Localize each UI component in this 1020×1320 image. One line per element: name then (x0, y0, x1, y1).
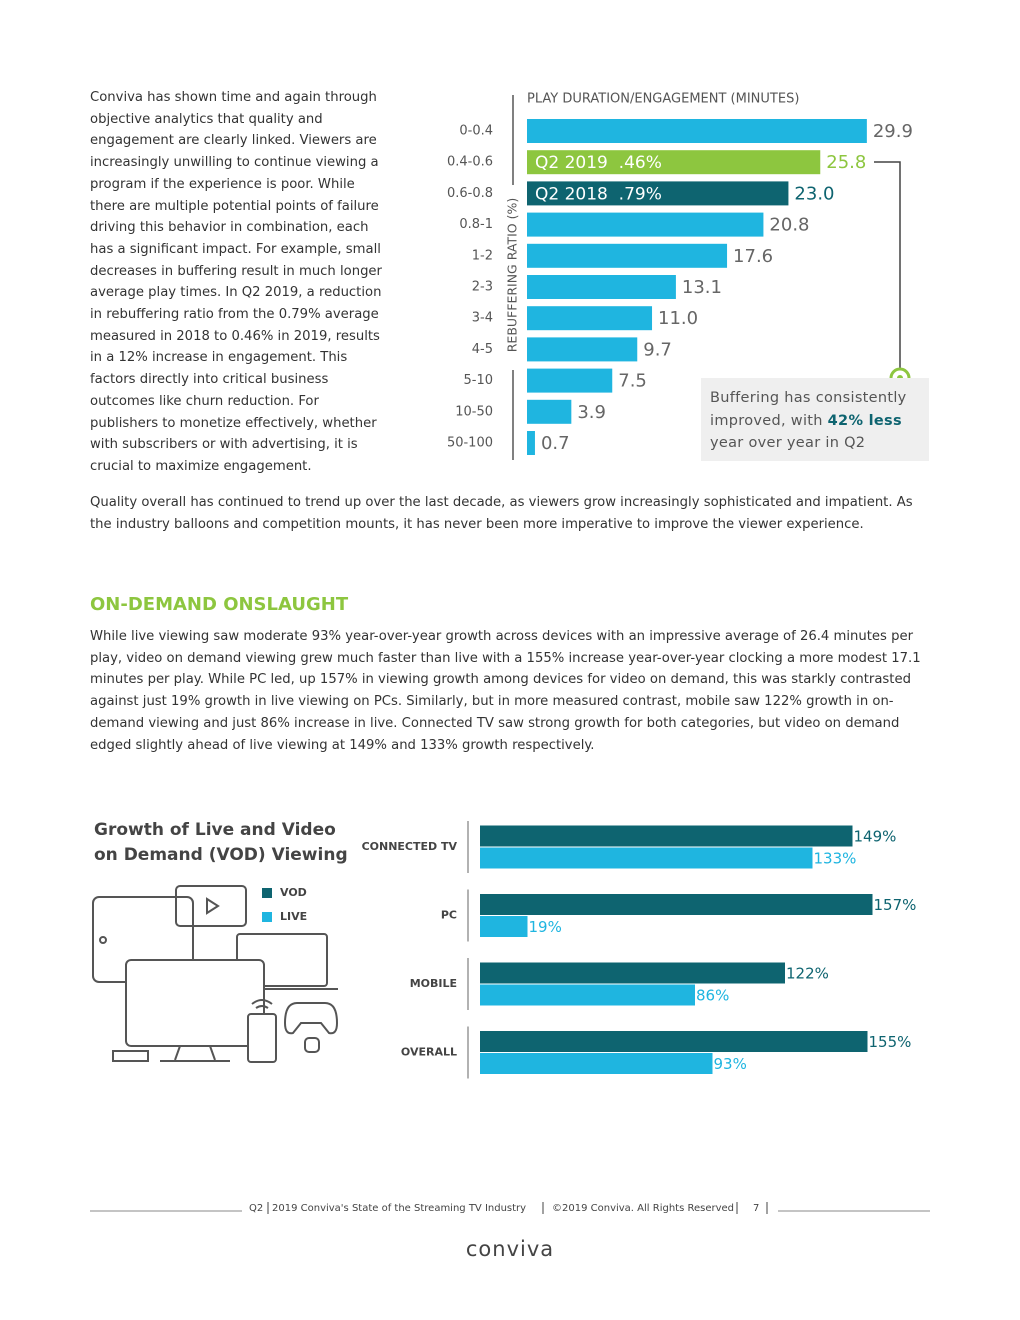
bar (527, 275, 676, 299)
bar (480, 1031, 868, 1052)
bar (527, 212, 764, 237)
footer-text: ©2019 Conviva. All Rights Reserved (552, 1203, 734, 1214)
value-label: 155% (869, 1033, 912, 1051)
bar-annotation: Q2 2018 .79% (535, 184, 662, 204)
category-label: 4-5 (472, 342, 493, 357)
bar (527, 431, 535, 455)
category-label: OVERALL (401, 1046, 457, 1059)
category-label: 0.8-1 (459, 217, 493, 232)
value-label: 122% (786, 965, 829, 983)
value-label: 133% (814, 850, 857, 868)
value-label: 86% (696, 987, 729, 1005)
category-label: 0-0.4 (459, 124, 493, 139)
value-label: 0.7 (541, 433, 570, 454)
value-label: 149% (854, 828, 897, 846)
value-label: 157% (874, 896, 917, 914)
callout-text: year over year in Q2 (710, 435, 866, 451)
logo: conviva (466, 1237, 554, 1261)
legend-swatch (262, 912, 272, 922)
footer-text: 7 (753, 1203, 759, 1214)
intro-paragraph: Conviva has shown time and again through… (90, 90, 382, 474)
value-label: 17.6 (733, 246, 773, 267)
footer-text: 2019 Conviva's State of the Streaming TV… (272, 1203, 526, 1214)
bar (527, 119, 867, 143)
category-label: 50-100 (447, 436, 493, 451)
value-label: 23.0 (794, 183, 834, 204)
value-label: 20.8 (769, 215, 809, 236)
bar-annotation: Q2 2019 .46% (535, 153, 662, 173)
bar (480, 916, 528, 937)
bar (527, 243, 728, 268)
value-label: 93% (714, 1055, 747, 1073)
bar (480, 1053, 713, 1074)
callout-emphasis: 42% less (827, 412, 902, 429)
bar (480, 962, 785, 984)
legend-swatch (262, 888, 272, 898)
bar (480, 825, 853, 847)
category-label: 0.4-0.6 (447, 155, 493, 170)
category-label: 2-3 (472, 280, 493, 295)
category-label: MOBILE (410, 977, 457, 990)
category-label: 1-2 (472, 248, 493, 263)
value-label: 9.7 (643, 339, 672, 360)
bar (527, 181, 789, 206)
category-label: 10-50 (455, 404, 493, 419)
section-heading: ON-DEMAND ONSLAUGHT (90, 594, 349, 615)
category-label: 3-4 (472, 311, 493, 326)
callout-text: Buffering has consistently improved, wit… (710, 390, 907, 429)
value-label: 3.9 (577, 402, 606, 423)
devices-illustration (92, 885, 339, 1063)
bar (527, 368, 613, 393)
connector (874, 161, 901, 370)
value-label: 13.1 (682, 277, 722, 298)
y-axis-label: REBUFFERING RATIO (%) (505, 198, 520, 353)
bar (480, 984, 695, 1006)
callout: Buffering has consistently improved, wit… (701, 378, 929, 461)
category-label: PC (441, 909, 457, 922)
quality-paragraph: Quality overall has continued to trend u… (90, 495, 913, 532)
legend-label: VOD (280, 886, 307, 899)
category-label: 0.6-0.8 (447, 186, 493, 201)
chart-title: Growth of Live and Video on Demand (VOD)… (94, 820, 348, 865)
bar (527, 150, 821, 175)
bar (527, 337, 638, 362)
category-label: CONNECTED TV (362, 840, 458, 853)
category-label: 5-10 (463, 373, 493, 388)
bar (480, 847, 813, 869)
section-body: While live viewing saw moderate 93% year… (90, 629, 921, 753)
value-label: 19% (529, 918, 562, 936)
bar (527, 399, 572, 424)
value-label: 29.9 (873, 121, 913, 142)
legend-label: LIVE (280, 910, 307, 923)
bar (480, 894, 873, 915)
chart-title: PLAY DURATION/ENGAGEMENT (MINUTES) (527, 92, 799, 107)
value-label: 11.0 (658, 308, 698, 329)
footer-text: Q2 (249, 1203, 263, 1214)
bar (527, 306, 653, 331)
value-label: 7.5 (618, 371, 647, 392)
value-label: 25.8 (826, 152, 866, 173)
